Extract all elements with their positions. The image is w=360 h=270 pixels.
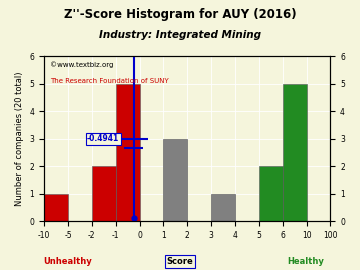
Y-axis label: Number of companies (20 total): Number of companies (20 total) xyxy=(15,72,24,206)
Text: Unhealthy: Unhealthy xyxy=(43,257,92,266)
Text: Score: Score xyxy=(167,257,193,266)
Bar xyxy=(92,166,116,221)
Text: Industry: Integrated Mining: Industry: Integrated Mining xyxy=(99,30,261,40)
Bar xyxy=(211,194,235,221)
Bar xyxy=(116,84,140,221)
Bar xyxy=(44,194,68,221)
Text: The Research Foundation of SUNY: The Research Foundation of SUNY xyxy=(50,78,168,84)
Text: Z''-Score Histogram for AUY (2016): Z''-Score Histogram for AUY (2016) xyxy=(64,8,296,21)
Text: ©www.textbiz.org: ©www.textbiz.org xyxy=(50,61,113,68)
Text: Healthy: Healthy xyxy=(287,257,324,266)
Bar xyxy=(283,84,307,221)
Text: -0.4941: -0.4941 xyxy=(87,134,119,143)
Bar xyxy=(163,139,187,221)
Bar xyxy=(259,166,283,221)
